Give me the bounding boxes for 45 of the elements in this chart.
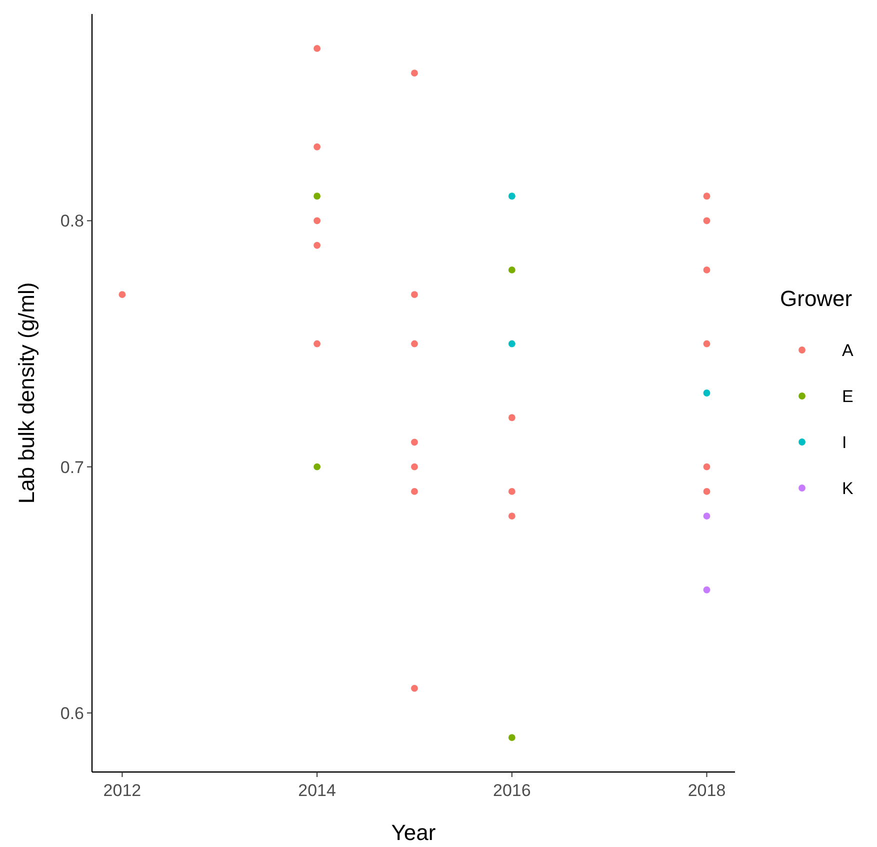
point xyxy=(508,734,516,742)
point xyxy=(703,390,710,396)
point xyxy=(703,463,710,470)
y-tick-label: 0.7 xyxy=(60,458,84,477)
point xyxy=(703,217,710,224)
point xyxy=(410,438,418,446)
point xyxy=(508,414,516,422)
point xyxy=(314,217,321,224)
legend-label: A xyxy=(842,340,854,360)
point xyxy=(410,291,418,298)
point xyxy=(703,192,710,200)
legend-label: E xyxy=(842,386,854,406)
x-axis-title: Year xyxy=(391,820,436,845)
point xyxy=(703,512,710,520)
point xyxy=(703,340,710,348)
point xyxy=(508,340,516,348)
y-tick-label: 0.8 xyxy=(60,212,84,231)
point xyxy=(410,340,418,348)
point xyxy=(410,488,418,495)
point xyxy=(508,192,516,200)
point xyxy=(703,488,710,495)
point xyxy=(314,143,321,150)
point xyxy=(314,44,321,52)
legend-label: I xyxy=(842,432,847,452)
legend-label: K xyxy=(842,478,854,498)
point xyxy=(703,266,710,274)
y-axis-title: Lab bulk density (g/ml) xyxy=(14,282,39,504)
point xyxy=(314,242,321,249)
point xyxy=(703,586,710,594)
point xyxy=(410,70,418,77)
point xyxy=(118,291,126,298)
point xyxy=(410,463,418,470)
point xyxy=(410,684,418,692)
x-tick-label: 2018 xyxy=(688,781,726,800)
point xyxy=(314,463,321,470)
point xyxy=(508,266,516,274)
point xyxy=(314,192,321,200)
point xyxy=(508,488,516,495)
y-tick-label: 0.6 xyxy=(60,704,84,723)
point xyxy=(314,340,321,348)
x-tick-label: 2014 xyxy=(298,781,336,800)
legend-title: Grower xyxy=(780,286,852,311)
x-tick-label: 2016 xyxy=(492,781,531,800)
point xyxy=(508,512,516,520)
x-tick-label: 2012 xyxy=(103,781,142,800)
